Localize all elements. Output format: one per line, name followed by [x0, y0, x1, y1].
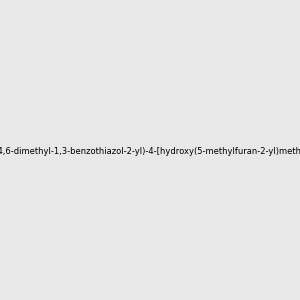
Text: (4E)-5-(3-bromophenyl)-1-(4,6-dimethyl-1,3-benzothiazol-2-yl)-4-[hydroxy(5-methy: (4E)-5-(3-bromophenyl)-1-(4,6-dimethyl-1… — [0, 147, 300, 156]
